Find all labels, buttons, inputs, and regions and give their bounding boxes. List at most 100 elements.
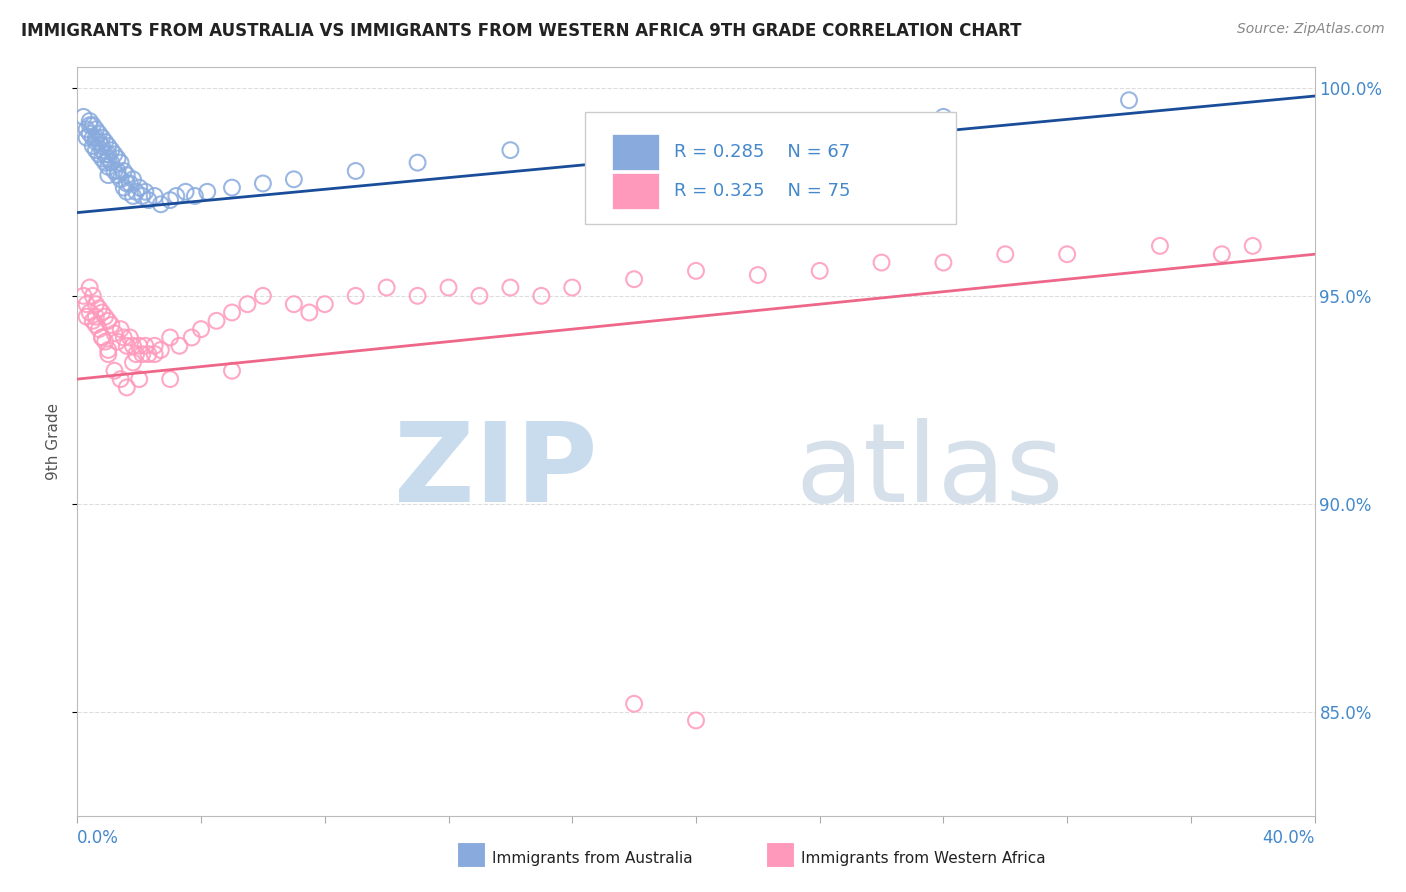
Point	[685, 714, 707, 728]
Point	[1118, 93, 1140, 107]
Point	[82, 130, 104, 145]
Point	[91, 130, 114, 145]
Point	[468, 289, 491, 303]
Point	[76, 297, 98, 311]
Text: 40.0%: 40.0%	[1263, 829, 1315, 847]
Point	[72, 289, 94, 303]
Point	[84, 130, 107, 145]
Point	[165, 189, 187, 203]
Point	[94, 334, 117, 349]
Point	[283, 172, 305, 186]
Point	[115, 168, 138, 182]
Point	[84, 122, 107, 136]
Point	[91, 139, 114, 153]
Point	[94, 147, 117, 161]
Point	[747, 122, 769, 136]
Point	[115, 380, 138, 394]
Point	[84, 143, 107, 157]
Point	[112, 164, 135, 178]
Point	[115, 177, 138, 191]
Point	[143, 189, 166, 203]
Point	[100, 318, 122, 332]
Point	[252, 177, 274, 191]
Point	[252, 289, 274, 303]
Point	[97, 347, 120, 361]
Text: R = 0.285    N = 67: R = 0.285 N = 67	[673, 144, 851, 161]
Text: IMMIGRANTS FROM AUSTRALIA VS IMMIGRANTS FROM WESTERN AFRICA 9TH GRADE CORRELATIO: IMMIGRANTS FROM AUSTRALIA VS IMMIGRANTS …	[21, 22, 1022, 40]
Point	[143, 347, 166, 361]
Point	[107, 152, 129, 166]
Point	[110, 172, 132, 186]
Point	[79, 118, 101, 132]
Point	[747, 268, 769, 282]
Point	[103, 164, 125, 178]
Point	[134, 339, 156, 353]
Point	[112, 330, 135, 344]
FancyBboxPatch shape	[612, 135, 659, 170]
Point	[91, 330, 114, 344]
Point	[406, 155, 429, 169]
Point	[125, 185, 148, 199]
Point	[87, 301, 110, 316]
Point	[84, 297, 107, 311]
Point	[122, 355, 145, 369]
Point	[221, 180, 243, 194]
Point	[79, 280, 101, 294]
Point	[84, 310, 107, 324]
Point	[1056, 247, 1078, 261]
Point	[100, 143, 122, 157]
Text: Source: ZipAtlas.com: Source: ZipAtlas.com	[1237, 22, 1385, 37]
Point	[221, 305, 243, 319]
Point	[128, 372, 150, 386]
Point	[110, 155, 132, 169]
Point	[561, 280, 583, 294]
Point	[1241, 239, 1264, 253]
Point	[530, 289, 553, 303]
Point	[344, 289, 367, 303]
Point	[76, 310, 98, 324]
Point	[76, 122, 98, 136]
Point	[115, 339, 138, 353]
Point	[87, 127, 110, 141]
Point	[91, 330, 114, 344]
Point	[499, 280, 522, 294]
Point	[195, 185, 218, 199]
Point	[298, 305, 321, 319]
Text: ZIP: ZIP	[394, 418, 598, 525]
Point	[97, 139, 120, 153]
Point	[84, 318, 107, 332]
Point	[149, 343, 172, 357]
Point	[97, 160, 120, 174]
Y-axis label: 9th Grade: 9th Grade	[45, 403, 60, 480]
Point	[808, 264, 831, 278]
Text: Immigrants from Australia: Immigrants from Australia	[492, 851, 693, 865]
Point	[118, 177, 141, 191]
Point	[128, 180, 150, 194]
Point	[97, 152, 120, 166]
Point	[84, 135, 107, 149]
Text: atlas: atlas	[794, 418, 1063, 525]
Point	[932, 255, 955, 269]
Point	[87, 322, 110, 336]
Point	[91, 152, 114, 166]
Point	[169, 339, 191, 353]
Point	[375, 280, 398, 294]
Point	[131, 347, 153, 361]
Point	[623, 697, 645, 711]
Point	[592, 135, 614, 149]
Point	[122, 189, 145, 203]
Point	[107, 168, 129, 182]
Point	[205, 314, 228, 328]
Point	[1149, 239, 1171, 253]
Point	[91, 143, 114, 157]
Point	[138, 347, 160, 361]
Point	[932, 110, 955, 124]
Point	[125, 347, 148, 361]
Point	[118, 330, 141, 344]
Point	[82, 139, 104, 153]
Point	[174, 185, 197, 199]
FancyBboxPatch shape	[612, 173, 659, 210]
Point	[283, 297, 305, 311]
Point	[870, 255, 893, 269]
Point	[110, 372, 132, 386]
